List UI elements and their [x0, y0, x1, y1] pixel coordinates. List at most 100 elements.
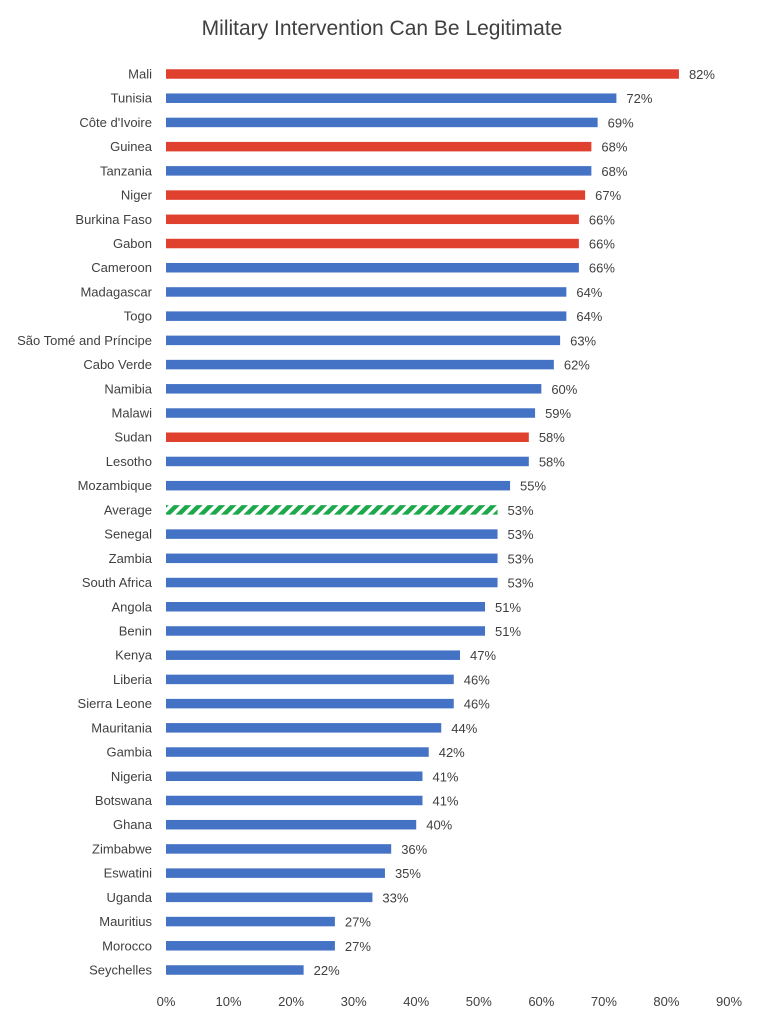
value-label-cote-d-ivoire: 69%	[608, 115, 634, 130]
bar-cameroon	[166, 262, 579, 273]
value-label-cameroon: 66%	[589, 261, 615, 276]
bar-kenya	[166, 650, 461, 660]
category-label-sao-tome-and-principe: São Tomé and Príncipe	[17, 333, 152, 348]
bar-liberia	[166, 674, 454, 685]
value-label-zambia: 53%	[508, 551, 534, 566]
bar-botswana	[166, 795, 423, 806]
category-label-gambia: Gambia	[106, 745, 152, 760]
x-tick-label: 90%	[716, 994, 742, 1009]
bar-cote-d-ivoire	[166, 117, 598, 128]
bar-mauritania	[166, 723, 442, 733]
value-label-botswana: 41%	[432, 793, 458, 808]
category-label-zimbabwe: Zimbabwe	[92, 841, 152, 856]
bar-senegal	[166, 529, 498, 539]
value-label-burkina-faso: 66%	[589, 212, 615, 227]
bar-mali	[166, 69, 679, 79]
bar-angola	[166, 602, 486, 612]
bar-zimbabwe	[166, 844, 392, 854]
value-label-morocco: 27%	[345, 939, 371, 954]
category-label-uganda: Uganda	[106, 890, 152, 905]
category-label-mauritania: Mauritania	[91, 720, 152, 735]
bar-benin	[166, 626, 486, 636]
bar-burkina-faso	[166, 214, 579, 225]
value-label-guinea: 68%	[601, 140, 627, 155]
category-label-gabon: Gabon	[113, 236, 152, 251]
value-label-mauritania: 44%	[451, 721, 477, 736]
value-label-average: 53%	[508, 503, 534, 518]
category-label-tanzania: Tanzania	[100, 163, 153, 178]
bar-seychelles	[166, 965, 304, 975]
x-axis: 0% 10% 20% 30% 40% 50% 60% 70% 80% 90%	[157, 994, 743, 1009]
category-label-mozambique: Mozambique	[78, 478, 152, 493]
value-label-seychelles: 22%	[314, 963, 340, 978]
category-label-average: Average	[104, 502, 152, 517]
bar-sao-tome-and-principe	[166, 335, 561, 346]
bar-morocco	[166, 941, 335, 951]
category-label-liberia: Liberia	[113, 672, 153, 687]
x-tick-label: 80%	[653, 994, 679, 1009]
value-label-gambia: 42%	[439, 745, 465, 760]
value-label-mauritius: 27%	[345, 915, 371, 930]
value-label-nigeria: 41%	[432, 769, 458, 784]
bar-south-africa	[166, 577, 498, 588]
x-tick-label: 40%	[403, 994, 429, 1009]
bar-mozambique	[166, 480, 511, 491]
value-label-tunisia: 72%	[626, 91, 652, 106]
bar-mauritius	[166, 916, 335, 927]
bar-sudan	[166, 432, 529, 442]
bar-guinea	[166, 141, 592, 152]
category-label-eswatini: Eswatini	[104, 866, 153, 881]
x-tick-label: 70%	[591, 994, 617, 1009]
category-label-mauritius: Mauritius	[99, 914, 152, 929]
bar-namibia	[166, 384, 542, 394]
category-label-cabo-verde: Cabo Verde	[83, 357, 152, 372]
category-label-togo: Togo	[124, 309, 152, 324]
category-label-mali: Mali	[128, 67, 152, 82]
value-label-senegal: 53%	[508, 527, 534, 542]
value-label-madagascar: 64%	[576, 285, 602, 300]
bar-tunisia	[166, 93, 617, 103]
bar-eswatini	[166, 868, 385, 878]
bar-niger	[166, 190, 586, 200]
category-label-senegal: Senegal	[104, 527, 152, 542]
value-label-benin: 51%	[495, 624, 521, 639]
x-tick-label: 50%	[466, 994, 492, 1009]
value-label-togo: 64%	[576, 309, 602, 324]
category-label-ghana: Ghana	[113, 817, 153, 832]
bar-cabo-verde	[166, 359, 554, 370]
x-tick-label: 10%	[216, 994, 242, 1009]
bar-togo	[166, 311, 567, 321]
value-label-niger: 67%	[595, 188, 621, 203]
category-label-angola: Angola	[112, 599, 153, 614]
bar-average	[166, 505, 498, 515]
bar-madagascar	[166, 287, 567, 297]
category-label-morocco: Morocco	[102, 938, 152, 953]
category-label-zambia: Zambia	[109, 551, 153, 566]
category-label-burkina-faso: Burkina Faso	[75, 212, 152, 227]
value-label-tanzania: 68%	[601, 164, 627, 179]
value-label-namibia: 60%	[551, 382, 577, 397]
chart-title: Military Intervention Can Be Legitimate	[202, 17, 563, 40]
value-label-gabon: 66%	[589, 237, 615, 252]
bars-layer: Mali 82% Tunisia 72% Côte d'Ivoire 69% Guinea 6…	[17, 67, 715, 979]
value-label-mali: 82%	[689, 67, 715, 82]
value-label-kenya: 47%	[470, 648, 496, 663]
value-label-sao-tome-and-principe: 63%	[570, 333, 596, 348]
x-tick-label: 0%	[157, 994, 176, 1009]
bar-uganda	[166, 892, 373, 903]
value-label-eswatini: 35%	[395, 866, 421, 881]
bar-tanzania	[166, 166, 592, 176]
category-label-niger: Niger	[121, 188, 153, 203]
bar-malawi	[166, 408, 536, 418]
value-label-ghana: 40%	[426, 818, 452, 833]
value-label-angola: 51%	[495, 600, 521, 615]
bar-zambia	[166, 553, 498, 564]
value-label-lesotho: 58%	[539, 454, 565, 469]
category-label-lesotho: Lesotho	[106, 454, 152, 469]
bar-sierra-leone	[166, 698, 454, 709]
category-label-botswana: Botswana	[95, 793, 153, 808]
category-label-tunisia: Tunisia	[111, 91, 153, 106]
category-label-nigeria: Nigeria	[111, 769, 153, 784]
category-label-benin: Benin	[119, 623, 152, 638]
